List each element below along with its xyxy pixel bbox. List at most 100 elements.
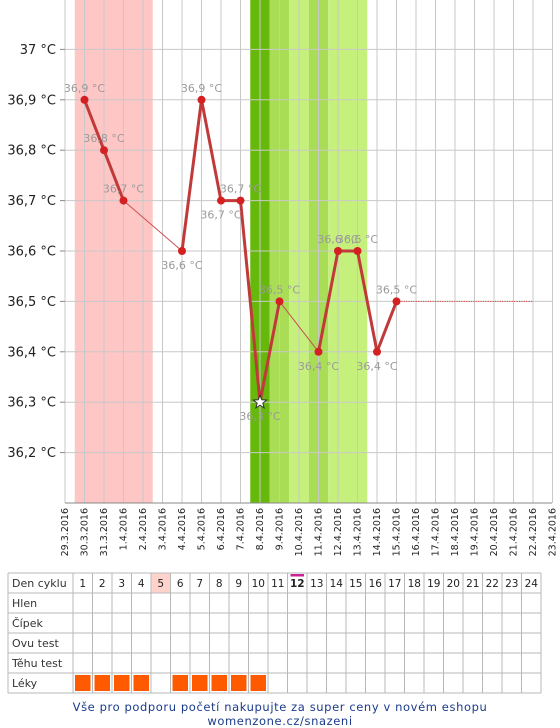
- ytick-label: 36,4 °C: [7, 345, 56, 360]
- xtick-label: 1.4.2016: [119, 508, 130, 550]
- xtick-label: 8.4.2016: [255, 508, 266, 550]
- xtick-label: 11.4.2016: [314, 508, 325, 556]
- row-label: Den cyklu: [12, 577, 67, 590]
- data-point: [236, 196, 245, 205]
- data-point: [373, 347, 381, 356]
- xtick-label: 9.4.2016: [275, 508, 286, 550]
- day-number: 11: [271, 578, 284, 590]
- xtick-label: 18.4.2016: [450, 508, 461, 556]
- data-point: [80, 95, 89, 104]
- line-segment: [180, 98, 203, 253]
- xtick-label: 10.4.2016: [294, 508, 305, 556]
- day-number: 24: [525, 578, 539, 590]
- highlight-day-cell: [151, 573, 171, 593]
- medication-mark: [114, 675, 130, 691]
- chart-grid: [64, 0, 553, 504]
- gap-segment: [279, 300, 319, 353]
- day-number: 5: [157, 578, 164, 590]
- data-point: [334, 247, 342, 255]
- xtick-label: 23.4.2016: [548, 508, 559, 556]
- data-label: 36,4 °C: [356, 360, 397, 373]
- y-axis-ticks: 36,2 °C 36,3 °C 36,4 °C 36,5 °C 36,6 °C 36,7 …: [7, 43, 65, 461]
- medication-mark: [250, 675, 266, 691]
- xtick-label: 7.4.2016: [236, 508, 247, 550]
- cycle-table: Den cyklu Hlen Čípek Ovu test Těhu test Léky 1…: [7, 572, 542, 694]
- data-label: 36,5 °C: [259, 283, 300, 296]
- medication-mark: [94, 675, 110, 691]
- data-label: 36,6 °C: [161, 259, 202, 272]
- data-label: 36,9 °C: [181, 82, 222, 95]
- medication-mark: [231, 675, 247, 691]
- data-label: 36,6 °C: [337, 233, 378, 246]
- data-point: [275, 297, 284, 306]
- row-label: Ovu test: [12, 637, 59, 650]
- line-segment: [200, 98, 223, 203]
- xtick-label: 31.3.2016: [99, 508, 110, 556]
- day-number: 1: [79, 578, 86, 590]
- day-number: 13: [310, 578, 323, 590]
- medication-mark: [75, 675, 91, 691]
- data-label: 36,7 °C: [103, 183, 144, 196]
- xtick-label: 4.4.2016: [177, 508, 188, 550]
- xtick-label: 19.4.2016: [470, 508, 481, 556]
- xtick-label: 15.4.2016: [392, 508, 403, 556]
- x-axis-ticks: 29.3.2016 30.3.2016 31.3.2016 1.4.2016 2.4.2…: [60, 508, 559, 556]
- day-number: 16: [369, 578, 383, 590]
- ytick-label: 36,6 °C: [7, 245, 56, 260]
- data-point: [178, 247, 186, 255]
- row-label: Léky: [12, 677, 38, 690]
- day-number: 12: [290, 578, 305, 590]
- xtick-label: 17.4.2016: [431, 508, 442, 556]
- day-number: 7: [196, 578, 203, 590]
- day-number: 14: [330, 578, 344, 590]
- day-number: 22: [486, 578, 499, 590]
- xtick-label: 6.4.2016: [216, 508, 227, 550]
- line-segment: [239, 199, 262, 404]
- xtick-label: 30.3.2016: [80, 508, 91, 556]
- data-label: 36,9 °C: [64, 82, 105, 95]
- data-point: [353, 247, 362, 255]
- data-label: 36,6 °C: [317, 233, 358, 246]
- ytick-label: 36,9 °C: [7, 93, 56, 108]
- xtick-label: 16.4.2016: [411, 508, 422, 556]
- medication-mark: [133, 675, 149, 691]
- xtick-label: 22.4.2016: [528, 508, 539, 556]
- ytick-label: 36,8 °C: [7, 144, 56, 159]
- data-point: [100, 146, 108, 155]
- line-segment: [102, 148, 125, 203]
- data-label: 36,5 °C: [376, 283, 417, 296]
- temperature-points: [80, 95, 401, 409]
- ytick-label: 36,5 °C: [7, 295, 56, 310]
- medication-mark: [172, 675, 188, 691]
- data-label: 36,4 °C: [298, 360, 339, 373]
- temperature-lines: [83, 98, 398, 404]
- ytick-label: 36,7 °C: [7, 194, 56, 209]
- data-label: 36,7 °C: [200, 209, 241, 222]
- data-point: [314, 347, 323, 356]
- day-number: 23: [505, 578, 518, 590]
- day-number: 8: [216, 578, 223, 590]
- line-segment: [258, 299, 281, 404]
- ovulation-star-icon: [252, 393, 268, 409]
- day-number: 19: [427, 578, 440, 590]
- day-number: 2: [99, 578, 106, 590]
- ytick-label: 36,3 °C: [7, 396, 56, 411]
- row-label: Těhu test: [11, 657, 63, 670]
- data-point: [119, 196, 128, 205]
- cycle-chart: 36,2 °C 36,3 °C 36,4 °C 36,5 °C 36,6 °C 36,7 …: [7, 0, 559, 694]
- xtick-label: 21.4.2016: [509, 508, 520, 556]
- current-day-marker: [290, 574, 304, 577]
- day-number: 21: [466, 578, 479, 590]
- xtick-label: 20.4.2016: [489, 508, 500, 556]
- day-number: 6: [177, 578, 184, 590]
- promo-footer[interactable]: Vše pro podporu početí nakupujte za supe…: [72, 700, 488, 728]
- xtick-label: 5.4.2016: [197, 508, 208, 550]
- day-number: 15: [349, 578, 362, 590]
- xtick-label: 12.4.2016: [333, 508, 344, 556]
- day-number: 17: [388, 578, 401, 590]
- line-segment: [83, 98, 106, 152]
- row-label: Čípek: [12, 617, 43, 630]
- day-number: 9: [235, 578, 242, 590]
- day-number: 3: [118, 578, 125, 590]
- data-point: [217, 196, 225, 205]
